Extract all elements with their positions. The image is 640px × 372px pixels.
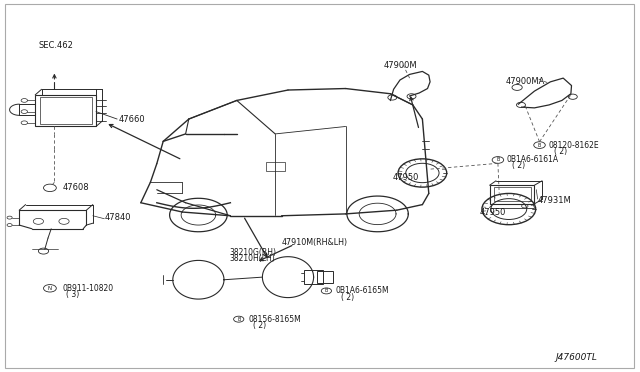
Text: 47608: 47608 <box>63 183 90 192</box>
Text: 47931M: 47931M <box>538 196 572 205</box>
Text: ( 2): ( 2) <box>554 147 567 156</box>
Text: 38210G(RH): 38210G(RH) <box>229 248 276 257</box>
Text: B: B <box>538 142 541 148</box>
Text: ( 3): ( 3) <box>66 291 79 299</box>
Text: 47950: 47950 <box>479 208 506 217</box>
Text: 47660: 47660 <box>118 115 145 124</box>
Bar <box>35 95 96 126</box>
Text: ( 2): ( 2) <box>341 293 355 302</box>
Text: 47900MA: 47900MA <box>506 77 545 86</box>
Text: B: B <box>237 317 241 322</box>
Text: 08120-8162E: 08120-8162E <box>548 141 599 150</box>
Bar <box>494 187 531 201</box>
Bar <box>40 97 92 124</box>
Text: 47950: 47950 <box>393 173 419 182</box>
Bar <box>490 185 534 204</box>
Text: 08156-8165M: 08156-8165M <box>248 315 301 324</box>
Text: ( 2): ( 2) <box>512 161 525 170</box>
Text: 0B1A6-6161A: 0B1A6-6161A <box>507 155 559 164</box>
Bar <box>317 271 333 283</box>
Text: B: B <box>496 157 500 163</box>
Bar <box>304 270 323 284</box>
Text: SEC.462: SEC.462 <box>38 41 73 50</box>
Text: 38210H(LH): 38210H(LH) <box>229 254 275 263</box>
Text: 47840: 47840 <box>104 213 131 222</box>
Text: 0B1A6-6165M: 0B1A6-6165M <box>336 286 390 295</box>
Text: J47600TL: J47600TL <box>556 353 597 362</box>
Text: 47900M: 47900M <box>384 61 418 70</box>
Text: N: N <box>48 286 52 291</box>
Text: 47910M(RH&LH): 47910M(RH&LH) <box>282 238 348 247</box>
Text: 0B911-10820: 0B911-10820 <box>63 284 114 293</box>
Bar <box>266 162 285 171</box>
Text: B: B <box>324 288 328 294</box>
Text: ( 2): ( 2) <box>253 321 267 330</box>
